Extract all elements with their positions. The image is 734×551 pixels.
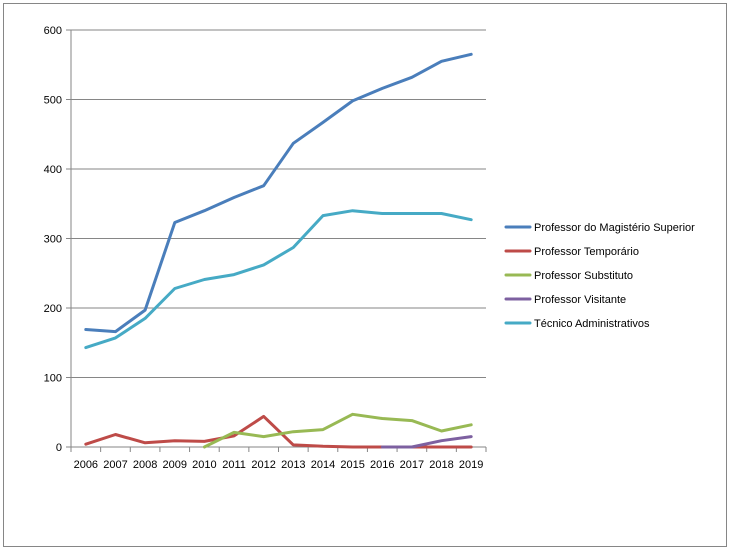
y-tick-label: 100 [44,373,62,385]
chart-frame [3,3,727,547]
x-tick-label-2006: 2006 [74,459,98,471]
y-tick-label: 300 [44,234,62,246]
x-tick-label-2012: 2012 [251,459,275,471]
legend-label-4: Técnico Administrativos [534,318,650,330]
x-tick-label-2013: 2013 [281,459,305,471]
x-tick-label-2016: 2016 [370,459,394,471]
series-lines [84,52,473,449]
y-tick-label: 400 [44,164,62,176]
series-line-3 [380,435,473,449]
y-tick-label: 0 [56,442,62,454]
x-tick-label-2014: 2014 [311,459,335,471]
x-tick-label-2008: 2008 [133,459,157,471]
axes [66,29,487,452]
series-line-0 [84,52,473,334]
y-tick-label: 600 [44,25,62,37]
series-line-4 [84,209,473,350]
y-tick-label: 200 [44,303,62,315]
legend-label-3: Professor Visitante [534,294,626,306]
x-tick-label-2009: 2009 [163,459,187,471]
x-tick-labels: 2006 2007 2008 2009 2010 2011 2012 2013 2014 2015… [74,459,484,471]
y-tick-labels: 0 100 200 300 400 500 600 [44,25,62,454]
x-tick-label-2018: 2018 [429,459,453,471]
x-tick-label-2010: 2010 [192,459,216,471]
x-tick-label-2015: 2015 [340,459,364,471]
x-tick-label-2019: 2019 [459,459,483,471]
x-tick-label-2017: 2017 [400,459,424,471]
legend-label-0: Professor do Magistério Superior [534,222,695,234]
legend: Professor do Magistério Superior Professo… [504,222,695,330]
gridlines [71,29,486,378]
legend-label-1: Professor Temporário [534,246,639,258]
y-tick-label: 500 [44,95,62,107]
series-line-2 [202,412,473,449]
x-tick-label-2007: 2007 [103,459,127,471]
legend-label-2: Professor Substituto [534,270,633,282]
x-tick-label-2011: 2011 [222,459,246,471]
